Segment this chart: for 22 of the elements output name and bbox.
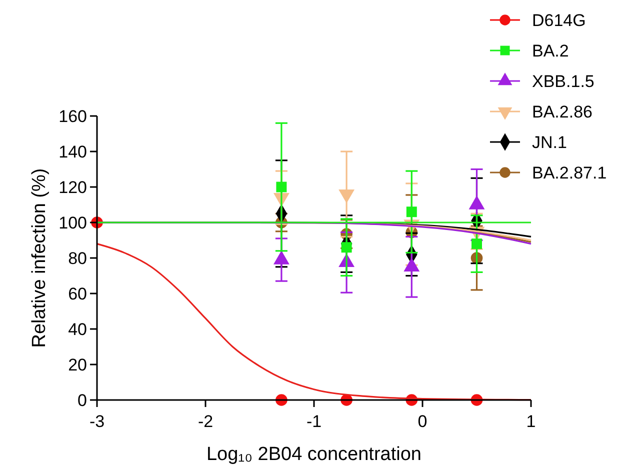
- y-tick-label: 40: [68, 320, 87, 339]
- x-tick-label: 1: [526, 412, 536, 431]
- legend-label: JN.1: [532, 133, 567, 152]
- y-tick-label: 140: [58, 142, 87, 162]
- x-tick-label: -3: [89, 412, 105, 431]
- y-tick-label: 0: [78, 391, 87, 410]
- x-tick-label: 0: [418, 412, 428, 431]
- legend-label: XBB.1.5: [532, 72, 594, 91]
- y-axis-title: Relative infection (%): [29, 168, 50, 348]
- legend-label: BA.2.87.1: [532, 164, 607, 182]
- x-tick-label: -2: [198, 412, 214, 431]
- x-axis-title: Log₁₀ 2B04 concentration: [206, 444, 422, 465]
- x-tick-label: -1: [306, 412, 322, 431]
- legend-label: D614G: [532, 11, 586, 30]
- y-tick-label: 60: [68, 284, 87, 304]
- y-tick-label: 80: [68, 249, 87, 268]
- y-tick-label: 160: [58, 107, 87, 126]
- legend-label: BA.2.86: [532, 102, 592, 122]
- legend-label: BA.2: [532, 42, 569, 60]
- y-tick-label: 120: [58, 178, 87, 197]
- y-tick-label: 100: [58, 214, 87, 232]
- y-tick-label: 20: [68, 356, 87, 374]
